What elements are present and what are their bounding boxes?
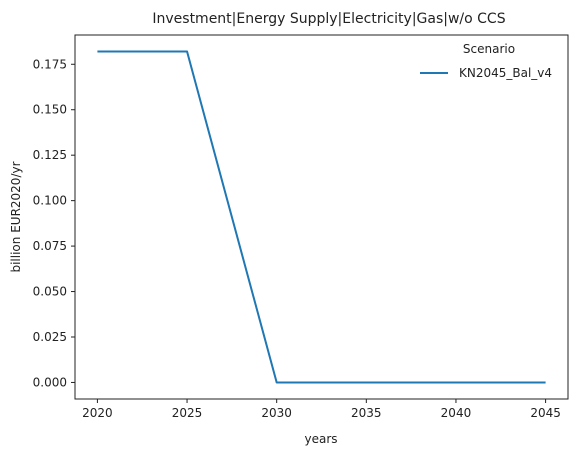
- y-tick-label: 0.125: [33, 148, 67, 162]
- x-axis-label: years: [304, 432, 337, 446]
- series-layer: [97, 50, 546, 384]
- y-tick-label: 0.175: [33, 57, 67, 71]
- y-axis: 0.000 0.025 0.050 0.075 0.100 0.125 0.150 0.175: [33, 57, 75, 389]
- x-axis: 2020 2025 2030 2035 2040 2045: [82, 399, 561, 420]
- x-tick-label: 2030: [261, 406, 292, 420]
- y-tick-label: 0.150: [33, 103, 67, 117]
- legend-title: Scenario: [463, 42, 515, 56]
- chart-title: Investment|Energy Supply|Electricity|Gas…: [152, 11, 505, 27]
- legend-label-series-0: KN2045_Bal_v4: [459, 66, 552, 80]
- y-tick-label: 0.050: [33, 285, 67, 299]
- y-tick-label: 0.025: [33, 330, 67, 344]
- y-axis-label: billion EUR2020/yr: [9, 161, 23, 272]
- series-line-0: [97, 50, 546, 384]
- x-tick-label: 2035: [351, 406, 382, 420]
- y-tick-label: 0.100: [33, 194, 67, 208]
- plot-area: [74, 34, 569, 400]
- x-tick-label: 2045: [530, 406, 561, 420]
- y-tick-label: 0.075: [33, 239, 67, 253]
- x-tick-label: 2025: [172, 406, 203, 420]
- legend: Scenario KN2045_Bal_v4: [420, 42, 552, 80]
- x-tick-label: 2040: [441, 406, 472, 420]
- y-tick-label: 0.000: [33, 375, 67, 389]
- x-tick-label: 2020: [82, 406, 113, 420]
